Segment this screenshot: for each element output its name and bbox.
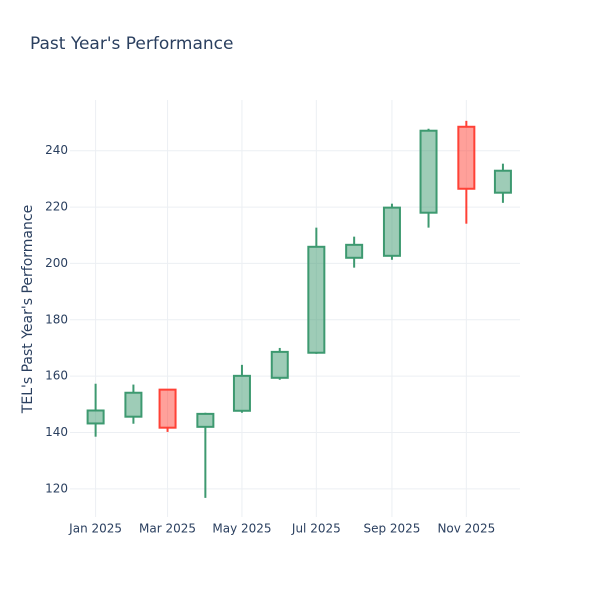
candle-body: [158, 388, 177, 429]
candle-body: [86, 409, 105, 425]
candle-body: [270, 350, 289, 379]
x-tick-label: Sep 2025: [363, 522, 420, 536]
y-tick-label: 220: [45, 200, 68, 214]
x-tick-label: Jan 2025: [68, 522, 122, 536]
candle-body: [124, 391, 143, 418]
candle-body: [232, 374, 251, 412]
candle-body: [382, 206, 401, 257]
y-axis-title: TEL's Past Year's Performance: [20, 205, 36, 414]
x-tick-label: Mar 2025: [139, 522, 196, 536]
x-tick-label: Nov 2025: [437, 522, 495, 536]
candle-body: [307, 245, 326, 354]
candle-body: [419, 129, 438, 214]
y-tick-label: 200: [45, 256, 68, 270]
candle-body: [196, 412, 215, 428]
chart-title: Past Year's Performance: [30, 34, 234, 54]
x-tick-label: May 2025: [212, 522, 271, 536]
y-tick-label: 240: [45, 143, 68, 157]
y-tick-label: 120: [45, 481, 68, 495]
y-tick-label: 140: [45, 425, 68, 439]
x-tick-label: Jul 2025: [291, 522, 341, 536]
candle-body: [493, 169, 512, 194]
y-tick-label: 180: [45, 312, 68, 326]
candle-body: [345, 243, 364, 259]
y-tick-label: 160: [45, 369, 68, 383]
candle-body: [457, 125, 476, 190]
